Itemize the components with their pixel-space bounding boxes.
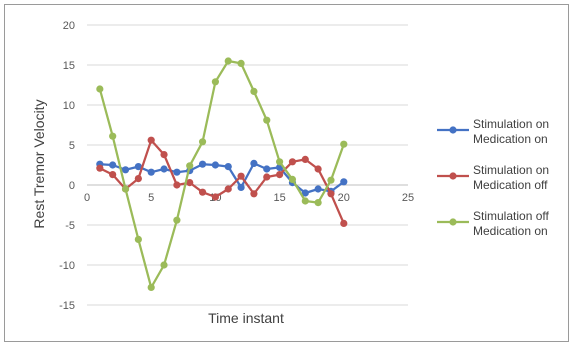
x-tick-label: 25 bbox=[402, 192, 414, 204]
y-tick-label: 5 bbox=[69, 140, 75, 152]
y-tick-label: -10 bbox=[59, 260, 75, 272]
data-point bbox=[211, 161, 219, 169]
data-point bbox=[327, 176, 335, 184]
data-point bbox=[147, 136, 155, 144]
data-point bbox=[314, 185, 322, 193]
x-tick-label: 20 bbox=[338, 192, 350, 204]
data-point bbox=[198, 188, 207, 196]
data-point bbox=[288, 158, 297, 166]
y-axis-title: Rest Tremor Velocity bbox=[31, 99, 47, 228]
data-point bbox=[340, 219, 348, 227]
data-point bbox=[224, 185, 232, 193]
data-point bbox=[288, 175, 297, 183]
series-2 bbox=[96, 136, 348, 227]
legend-label: Medication on bbox=[473, 132, 548, 146]
data-point bbox=[237, 59, 245, 67]
y-tick-label: 15 bbox=[63, 60, 75, 72]
data-point bbox=[263, 173, 271, 181]
data-point bbox=[173, 181, 181, 189]
data-point bbox=[198, 138, 207, 146]
series-line bbox=[98, 59, 345, 289]
y-tick-labels: 20 15 10 5 0 -5 -10 -15 bbox=[59, 20, 75, 312]
data-point bbox=[211, 78, 219, 86]
data-point bbox=[224, 57, 232, 65]
data-point bbox=[340, 140, 348, 148]
data-point bbox=[109, 132, 117, 140]
data-point bbox=[186, 162, 194, 170]
y-tick-label: 0 bbox=[69, 180, 75, 192]
legend-label: Stimulation on bbox=[473, 163, 549, 177]
x-tick-label: 5 bbox=[148, 192, 154, 204]
data-point bbox=[160, 165, 168, 173]
y-tick-label: 10 bbox=[63, 100, 75, 112]
legend-label: Medication on bbox=[473, 224, 548, 238]
data-point bbox=[96, 164, 104, 172]
legend-swatch-marker bbox=[449, 126, 457, 134]
legend-label: Medication off bbox=[473, 178, 548, 192]
data-point bbox=[237, 183, 245, 191]
x-axis-title: Time instant bbox=[208, 310, 284, 326]
data-point bbox=[250, 190, 258, 198]
legend-swatch-marker bbox=[449, 218, 457, 226]
data-point bbox=[276, 158, 284, 166]
series-1 bbox=[96, 159, 348, 197]
data-point bbox=[173, 216, 181, 224]
data-point bbox=[147, 168, 155, 176]
data-point bbox=[263, 165, 271, 173]
data-point bbox=[134, 175, 142, 183]
data-point bbox=[250, 87, 258, 95]
data-point bbox=[121, 166, 130, 174]
data-point bbox=[96, 85, 104, 93]
legend-swatch-marker bbox=[449, 172, 457, 180]
data-point bbox=[301, 189, 309, 197]
legend-label: Stimulation on bbox=[473, 117, 549, 131]
y-tick-label: 20 bbox=[63, 20, 75, 32]
data-point bbox=[237, 172, 245, 180]
data-point bbox=[134, 235, 142, 243]
data-point bbox=[340, 178, 348, 186]
data-point bbox=[147, 283, 155, 291]
data-point bbox=[314, 199, 322, 207]
series-3 bbox=[96, 57, 348, 291]
data-point bbox=[211, 193, 219, 201]
y-tick-label: -5 bbox=[65, 220, 75, 232]
data-point bbox=[173, 168, 181, 176]
series-layer bbox=[96, 57, 348, 291]
y-tick-label: -15 bbox=[59, 300, 75, 312]
x-tick-label: 0 bbox=[84, 192, 90, 204]
data-point bbox=[160, 151, 168, 159]
data-point bbox=[224, 163, 232, 171]
data-point bbox=[121, 185, 130, 193]
data-point bbox=[198, 160, 207, 168]
series-line bbox=[99, 139, 345, 224]
data-point bbox=[160, 261, 168, 269]
data-point bbox=[186, 179, 194, 187]
x-tick-labels: 0510152025 bbox=[84, 192, 414, 204]
data-point bbox=[301, 197, 309, 205]
data-point bbox=[263, 116, 271, 124]
legend-label: Stimulation off bbox=[473, 209, 549, 223]
data-point bbox=[314, 165, 322, 173]
data-point bbox=[134, 163, 142, 171]
x-tick-label: 15 bbox=[273, 192, 285, 204]
data-point bbox=[327, 190, 335, 198]
data-point bbox=[301, 155, 309, 163]
data-point bbox=[250, 159, 258, 167]
data-point bbox=[109, 161, 117, 169]
data-point bbox=[276, 171, 284, 179]
data-point bbox=[109, 171, 117, 179]
